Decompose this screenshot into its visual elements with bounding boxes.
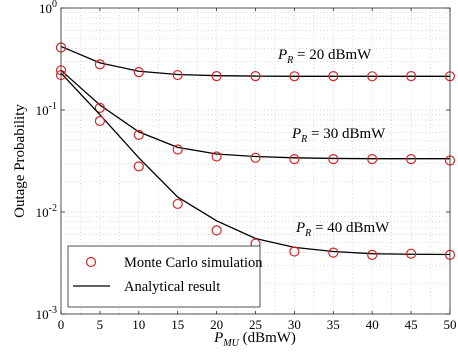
- simulation-marker: [250, 70, 261, 82]
- simulation-marker: [133, 67, 144, 78]
- simulation-marker: [94, 59, 106, 70]
- simulation-marker: [172, 69, 183, 81]
- simulation-marker: [289, 71, 300, 82]
- simulation-marker: [211, 70, 222, 82]
- simulation-marker: [406, 70, 417, 82]
- x-tick-label: 25: [249, 317, 262, 332]
- y-axis-label: Outage Probability: [12, 104, 28, 218]
- x-tick-label: 40: [366, 317, 379, 332]
- analytical-line-3: [60, 72, 451, 256]
- series-2: [55, 65, 456, 166]
- simulation-marker: [94, 115, 106, 127]
- simulation-marker: [289, 246, 300, 257]
- series-3: [55, 69, 456, 260]
- x-axis-label: PMU (dBmW): [213, 330, 296, 349]
- simulation-marker: [211, 225, 222, 236]
- legend: Monte Carlo simulation Analytical result: [67, 245, 263, 308]
- simulation-marker: [133, 129, 144, 141]
- simulation-marker: [328, 70, 339, 82]
- simulation-marker: [406, 248, 417, 259]
- x-tick-label: 15: [171, 317, 184, 332]
- simulation-marker: [367, 71, 378, 82]
- x-tick-label: 30: [288, 317, 301, 332]
- simulation-marker: [289, 154, 300, 165]
- x-tick-label: 50: [444, 317, 457, 332]
- x-tick-label: 20: [210, 317, 223, 332]
- legend-ana-label: Analytical result: [124, 279, 220, 295]
- simulation-marker: [250, 152, 261, 163]
- simulation-marker: [406, 154, 417, 165]
- y-tick-label: 100: [39, 0, 57, 16]
- legend-box: [67, 245, 261, 308]
- plot-frame: [60, 7, 451, 315]
- legend-sim-label: Monte Carlo simulation: [124, 255, 263, 271]
- x-tick-label: 10: [132, 317, 145, 332]
- legend-sim-marker: [85, 256, 97, 268]
- annotation-pr-40: PR = 40 dBmW: [295, 220, 390, 239]
- analytical-line-2: [60, 69, 450, 160]
- annotation-pr-20: PR = 20 dBmW: [277, 47, 372, 66]
- x-tick-label: 45: [405, 317, 418, 332]
- simulation-marker: [367, 249, 378, 260]
- x-tick-labels: 0 5 10 15 20 25 30 35 40 45 50: [58, 317, 457, 332]
- analytical-line-1: [60, 45, 450, 77]
- x-tick-label: 35: [327, 317, 340, 332]
- y-tick-labels: 100 10-1 10-2 10-3: [36, 0, 57, 322]
- x-tick-label: 5: [97, 317, 104, 332]
- y-tick-label: 10-3: [36, 305, 57, 322]
- simulation-marker: [328, 154, 339, 165]
- y-tick-label: 10-2: [36, 203, 57, 220]
- simulation-marker: [172, 144, 183, 155]
- simulation-marker: [328, 247, 339, 258]
- simulation-marker: [211, 151, 222, 162]
- simulation-marker: [133, 161, 144, 172]
- annotation-pr-30: PR = 30 dBmW: [291, 126, 386, 145]
- simulation-marker: [94, 102, 106, 113]
- simulation-marker: [172, 198, 183, 210]
- simulation-marker: [367, 154, 378, 165]
- y-tick-label: 10-1: [36, 101, 57, 118]
- x-tick-label: 0: [58, 317, 65, 332]
